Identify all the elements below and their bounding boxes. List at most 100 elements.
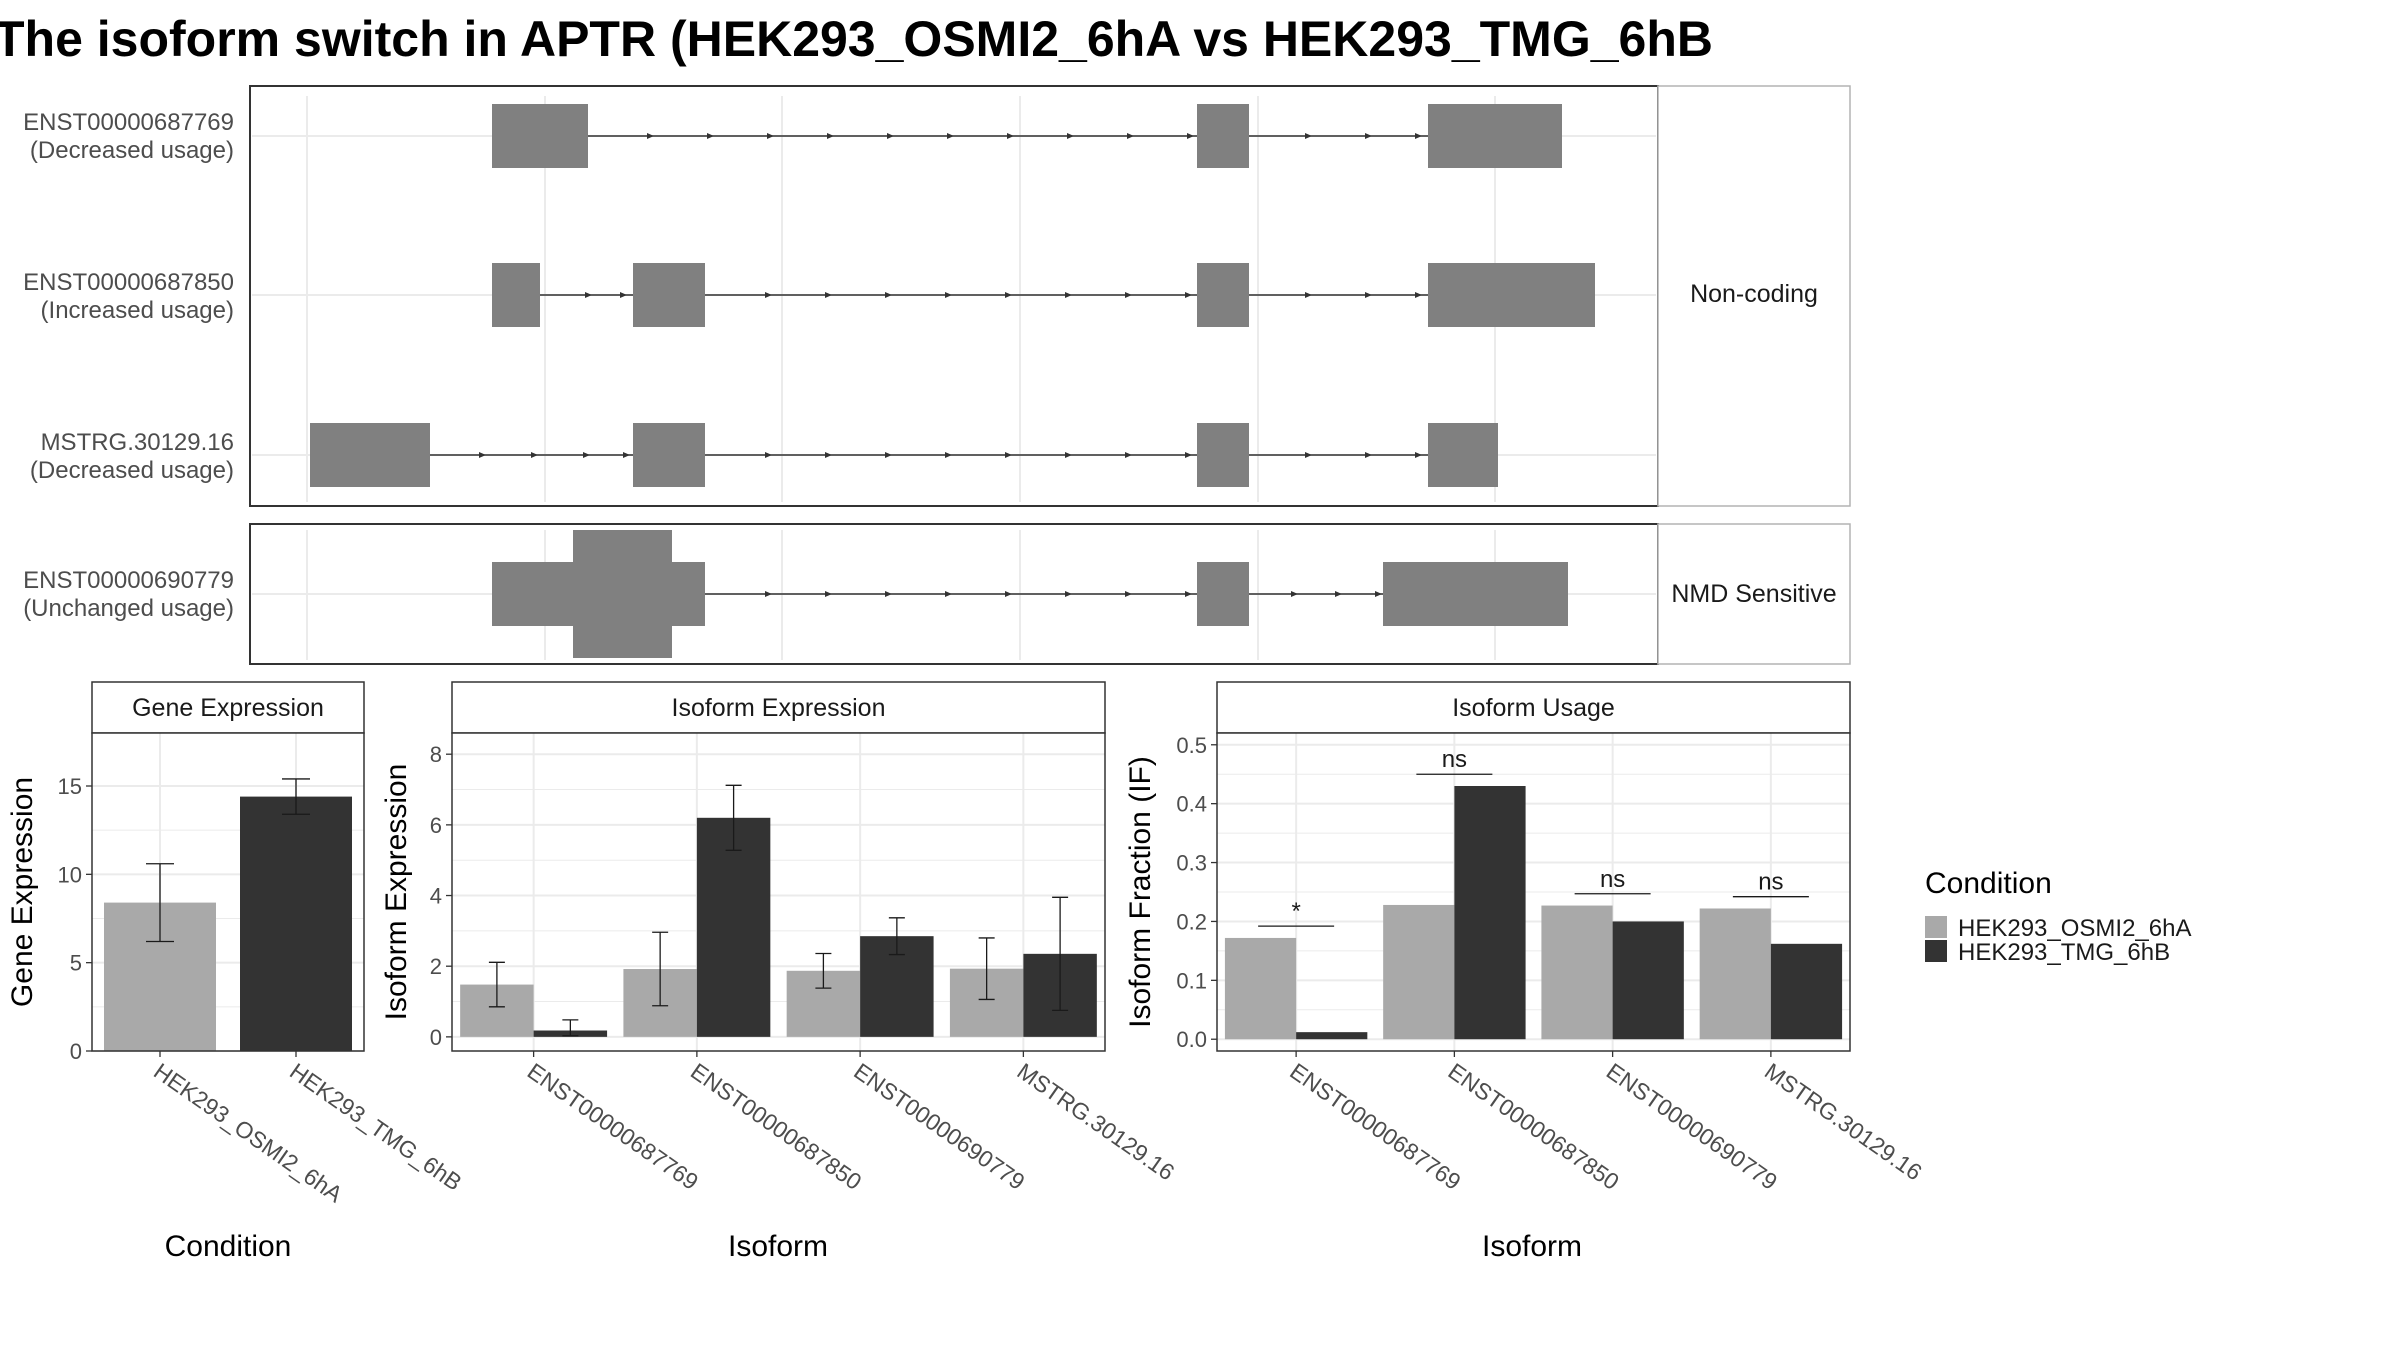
significance-marker: ns <box>1416 746 1493 775</box>
error-bar <box>146 863 174 943</box>
bar <box>1612 921 1684 1040</box>
legend-label-cond1: HEK293_OSMI2_6hA <box>1958 915 2191 942</box>
strand-arrow <box>765 591 772 597</box>
svg-text:*: * <box>1291 898 1300 925</box>
exon <box>1383 562 1568 626</box>
strand-arrow <box>887 133 894 139</box>
x-tick-label: ENST00000687850 <box>1444 1058 1624 1195</box>
strand-arrow <box>825 591 832 597</box>
y-axis-title: Isoform Expression <box>380 764 413 1021</box>
transcript-label-note: (Unchanged usage) <box>23 595 234 622</box>
strand-arrow <box>947 133 954 139</box>
y-tick-label: 6 <box>430 813 442 838</box>
bar <box>696 817 771 1037</box>
y-tick-label: 0 <box>430 1025 442 1050</box>
strand-arrow <box>707 133 714 139</box>
error-bar <box>282 778 310 815</box>
exon <box>1428 423 1498 487</box>
exon <box>310 423 430 487</box>
strand-arrow <box>765 292 772 298</box>
strand-arrow <box>827 133 834 139</box>
strand-arrow <box>583 452 590 458</box>
chart-1: Isoform Expression02468ENST00000687769EN… <box>380 681 1180 1263</box>
strand-arrow <box>1065 292 1072 298</box>
chart-title: Isoform Usage <box>1452 694 1615 722</box>
strand-arrow <box>1185 292 1192 298</box>
transcript-label-id: ENST00000690779 <box>23 567 234 594</box>
transcript-label-id: ENST00000687850 <box>23 269 234 296</box>
exon <box>1197 562 1249 626</box>
strand-arrow <box>1365 452 1372 458</box>
strand-arrow <box>945 591 952 597</box>
transcript-label-id: ENST00000687769 <box>23 109 234 136</box>
strand-arrow <box>825 292 832 298</box>
strand-arrow <box>1125 452 1132 458</box>
strand-arrow <box>1375 591 1382 597</box>
plot-frame <box>1216 732 1851 1052</box>
x-tick-label: ENST00000687769 <box>1285 1058 1465 1195</box>
x-tick-label: MSTRG.30129.16 <box>1013 1058 1180 1186</box>
strand-arrow <box>1065 591 1072 597</box>
strand-arrow <box>1415 292 1422 298</box>
significance-marker: ns <box>1732 869 1809 898</box>
strand-arrow <box>1187 133 1194 139</box>
strand-arrow <box>623 452 630 458</box>
strand-arrow <box>1291 591 1298 597</box>
y-tick-label: 0.2 <box>1176 909 1207 934</box>
strand-arrow <box>1185 452 1192 458</box>
exon <box>1428 104 1562 168</box>
strand-arrow <box>1067 133 1074 139</box>
significance-marker: ns <box>1574 866 1651 895</box>
svg-text:ns: ns <box>1758 869 1783 896</box>
x-tick-label: ENST00000690779 <box>1602 1058 1782 1195</box>
strand-arrow <box>1005 292 1012 298</box>
facet-strip <box>91 681 365 734</box>
exon <box>1197 423 1249 487</box>
plot-frame <box>91 732 365 1052</box>
y-tick-label: 0.0 <box>1176 1027 1207 1052</box>
strand-arrow <box>1005 591 1012 597</box>
strand-arrow <box>1125 591 1132 597</box>
x-tick-label: MSTRG.30129.16 <box>1760 1058 1927 1186</box>
y-tick-label: 4 <box>430 884 442 909</box>
strand-arrow <box>945 452 952 458</box>
y-tick-label: 0.1 <box>1176 968 1207 993</box>
y-tick-label: 15 <box>58 774 82 799</box>
exon <box>1428 263 1595 327</box>
y-axis-title: Gene Expression <box>6 777 39 1007</box>
strand-arrow <box>479 452 486 458</box>
x-axis-title: Isoform <box>1482 1230 1582 1263</box>
strand-arrow <box>767 133 774 139</box>
strand-arrow <box>1065 452 1072 458</box>
exon <box>633 263 705 327</box>
error-bar <box>815 952 832 989</box>
transcript-structure-panel: Non-coding NMD Sensitive ENST00000687769… <box>23 85 1851 665</box>
svg-text:ns: ns <box>1600 866 1625 893</box>
exon <box>633 423 705 487</box>
strand-arrow <box>1007 133 1014 139</box>
chart-2: Isoform Usage * ns ns ns 0.0 0.1 0.2 0.3 0.4 0.5 EN… <box>1124 681 1927 1263</box>
strand-arrow <box>765 452 772 458</box>
error-bar <box>725 784 742 851</box>
strand-arrow <box>1127 133 1134 139</box>
strand-arrow <box>1185 591 1192 597</box>
y-tick-label: 0.3 <box>1176 851 1207 876</box>
legend-label-cond2: HEK293_TMG_6hB <box>1958 939 2170 966</box>
coding-region <box>573 530 672 658</box>
strand-arrow <box>885 591 892 597</box>
strand-arrow <box>1005 452 1012 458</box>
strand-arrow <box>1415 133 1422 139</box>
legend-title: Condition <box>1925 867 2052 900</box>
error-bar <box>888 917 905 956</box>
strip-noncoding-label: Non-coding <box>1690 280 1818 308</box>
transcript-label-note: (Decreased usage) <box>30 137 234 164</box>
bar <box>1224 937 1297 1040</box>
strand-arrow <box>1365 292 1372 298</box>
chart-title: Gene Expression <box>132 694 324 722</box>
x-tick-label: ENST00000687769 <box>523 1058 703 1195</box>
strand-arrow <box>585 292 592 298</box>
strand-arrow <box>1125 292 1132 298</box>
y-tick-label: 0.5 <box>1176 733 1207 758</box>
exon <box>492 104 588 168</box>
